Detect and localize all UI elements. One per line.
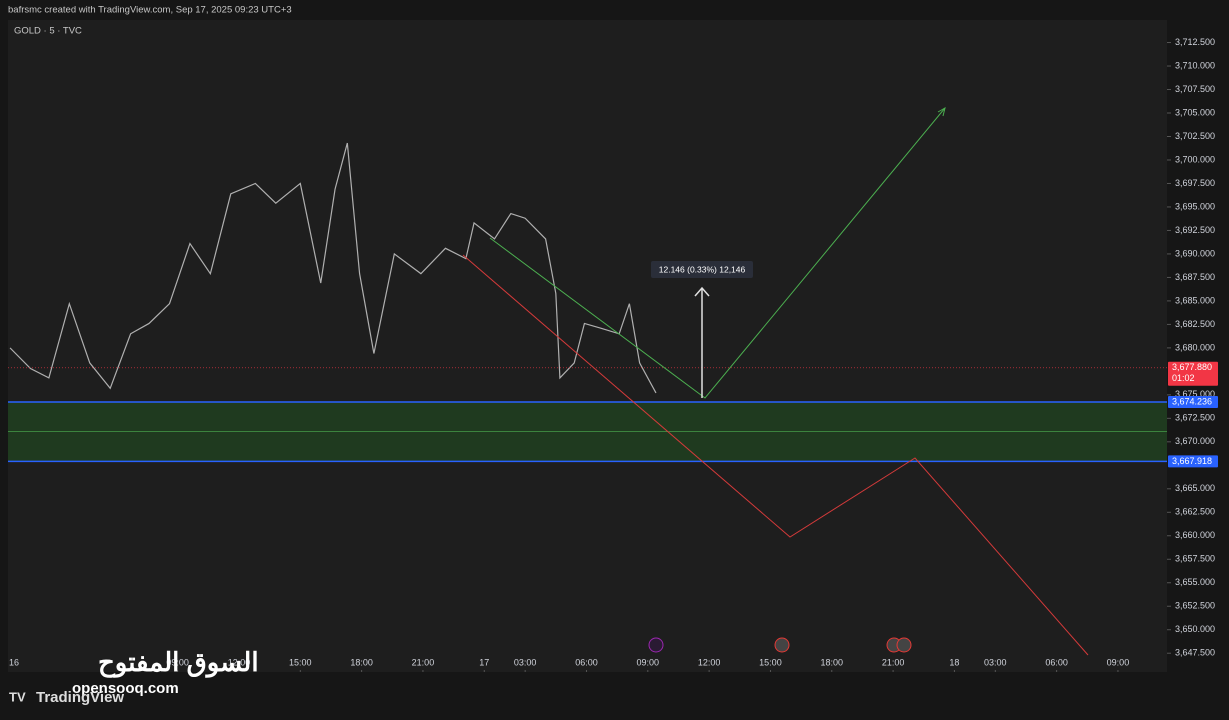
x-tick-label: 09:00 — [1107, 657, 1130, 667]
price-tag — [1168, 455, 1218, 468]
tv-mark: TV — [9, 689, 26, 704]
y-tick-label: 3,655.000 — [1175, 577, 1215, 587]
y-tick-label: 3,707.500 — [1175, 84, 1215, 94]
x-tick-label: 12:00 — [228, 657, 251, 667]
x-tick-label: 15:00 — [759, 657, 782, 667]
x-tick-label: 06:00 — [575, 657, 598, 667]
green-projection — [489, 107, 946, 399]
y-tick-label: 3,682.500 — [1175, 319, 1215, 329]
price-tag-label: 3,674.236 — [1172, 396, 1212, 406]
header: bafrsmc created with TradingView.com, Se… — [8, 5, 292, 16]
y-tick-label: 3,652.500 — [1175, 601, 1215, 611]
x-tick-label: 21:00 — [882, 657, 905, 667]
x-tick-label: 16 — [9, 657, 19, 667]
x-tick-label: 18:00 — [821, 657, 844, 667]
event-icon — [774, 637, 790, 653]
price-tag-sub: 01:02 — [1172, 373, 1195, 383]
measure-box — [651, 261, 753, 278]
y-tick-label: 3,662.500 — [1175, 507, 1215, 517]
price-tag — [1168, 361, 1218, 386]
y-tick-label: 3,650.000 — [1175, 624, 1215, 634]
measure-arrow-head — [694, 286, 710, 297]
y-tick-label: 3,647.500 — [1175, 648, 1215, 658]
watermark-url: opensooq.com — [72, 680, 179, 697]
y-tick-label: 3,657.500 — [1175, 554, 1215, 564]
y-tick-label: 3,702.500 — [1175, 131, 1215, 141]
x-tick-label: 03:00 — [984, 657, 1007, 667]
y-tick-label: 3,697.500 — [1175, 178, 1215, 188]
y-tick-label: 3,675.000 — [1175, 389, 1215, 399]
watermark: السوق المفتوح — [98, 647, 259, 678]
y-tick-label: 3,692.500 — [1175, 225, 1215, 235]
y-tick-label: 3,680.000 — [1175, 342, 1215, 352]
x-tick-label: 18 — [949, 657, 959, 667]
x-tick-label: 17 — [479, 657, 489, 667]
y-tick-label: 3,710.000 — [1175, 60, 1215, 70]
measure-label: 12.146 (0.33%) 12,146 — [659, 264, 746, 274]
y-tick-label: 3,687.500 — [1175, 272, 1215, 282]
tv-logo: TradingView — [36, 689, 124, 706]
x-tick-label: 09:00 — [166, 657, 189, 667]
x-tick-label: 06:00 — [1045, 657, 1068, 667]
price-tag-label: 3,677.880 — [1172, 362, 1212, 372]
y-tick-label: 3,712.500 — [1175, 37, 1215, 47]
x-tick-label: 21:00 — [412, 657, 435, 667]
y-tick-label: 3,672.500 — [1175, 413, 1215, 423]
y-tick-label: 3,690.000 — [1175, 248, 1215, 258]
y-tick-label: 3,665.000 — [1175, 483, 1215, 493]
price-line — [9, 142, 657, 394]
plot-bg — [8, 20, 1167, 672]
y-tick-label: 3,700.000 — [1175, 154, 1215, 164]
x-tick-label: 03:00 — [514, 657, 537, 667]
symbol: GOLD · 5 · TVC — [14, 26, 82, 37]
event-icon — [896, 637, 912, 653]
price-tag — [1168, 396, 1218, 409]
arrow-head — [937, 106, 946, 117]
y-tick-label: 3,670.000 — [1175, 436, 1215, 446]
red-projection — [462, 254, 1089, 656]
x-tick-label: 12:00 — [698, 657, 721, 667]
y-tick-label: 3,685.000 — [1175, 295, 1215, 305]
event-icon — [648, 637, 664, 653]
y-tick-label: 3,705.000 — [1175, 107, 1215, 117]
y-tick-label: 3,660.000 — [1175, 530, 1215, 540]
x-tick-label: 15:00 — [289, 657, 312, 667]
y-tick-label: 3,695.000 — [1175, 201, 1215, 211]
price-tag-label: 3,667.918 — [1172, 456, 1212, 466]
x-tick-label: 18:00 — [350, 657, 373, 667]
x-tick-label: 09:00 — [637, 657, 660, 667]
